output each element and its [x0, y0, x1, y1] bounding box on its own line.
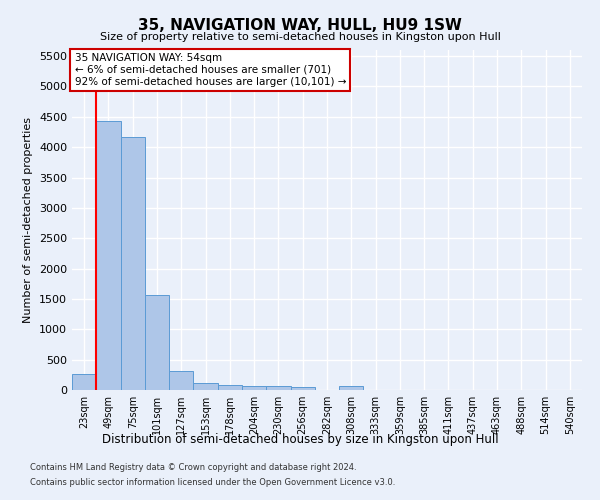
- Bar: [72, 374, 96, 390]
- Text: Contains HM Land Registry data © Crown copyright and database right 2024.: Contains HM Land Registry data © Crown c…: [30, 463, 356, 472]
- Bar: [339, 386, 364, 390]
- Text: 35 NAVIGATION WAY: 54sqm
← 6% of semi-detached houses are smaller (701)
92% of s: 35 NAVIGATION WAY: 54sqm ← 6% of semi-de…: [74, 54, 346, 86]
- Bar: [218, 386, 242, 390]
- Bar: [121, 138, 145, 390]
- Text: Contains public sector information licensed under the Open Government Licence v3: Contains public sector information licen…: [30, 478, 395, 487]
- Text: 35, NAVIGATION WAY, HULL, HU9 1SW: 35, NAVIGATION WAY, HULL, HU9 1SW: [138, 18, 462, 32]
- Bar: [96, 121, 121, 390]
- Bar: [290, 386, 315, 390]
- Bar: [266, 386, 290, 390]
- Text: Size of property relative to semi-detached houses in Kingston upon Hull: Size of property relative to semi-detach…: [100, 32, 500, 42]
- Bar: [145, 296, 169, 390]
- Bar: [169, 370, 193, 390]
- Bar: [193, 383, 218, 390]
- Bar: [242, 386, 266, 390]
- Text: Distribution of semi-detached houses by size in Kingston upon Hull: Distribution of semi-detached houses by …: [101, 432, 499, 446]
- Y-axis label: Number of semi-detached properties: Number of semi-detached properties: [23, 117, 34, 323]
